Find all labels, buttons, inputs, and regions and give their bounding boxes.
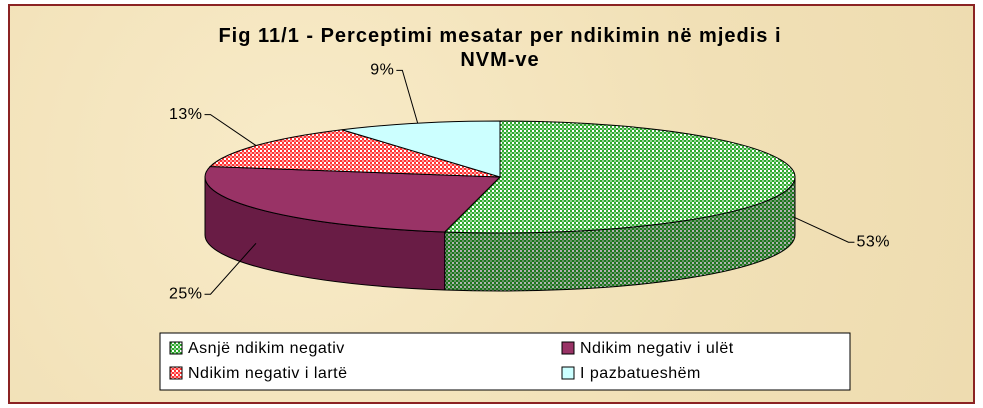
data-label: 9% [370,62,394,79]
slice [204,165,502,233]
chart-title: Fig 11/1 - Perceptimi mesatar per ndikim… [218,25,782,71]
data-label: 25% [169,285,203,302]
slice [443,120,796,234]
legend-label: Ndikim negativ i ulët [580,340,734,357]
legend-box [159,332,851,391]
legend-swatch [169,366,183,380]
legend-swatch [561,341,575,355]
leader-line [204,242,257,295]
legend-label: Ndikim negativ i lartë [188,365,348,382]
leader-line [396,69,419,124]
data-label: 13% [169,106,203,123]
legend-label: I pazbatueshëm [580,365,701,382]
slice [341,120,501,178]
legend-swatch [169,341,183,355]
legend-swatch [561,366,575,380]
leader-line [204,114,257,146]
legend-label: Asnjë ndikim negativ [188,340,345,357]
data-label: 53% [856,233,890,250]
leader-line [793,216,855,243]
slice [209,129,501,178]
